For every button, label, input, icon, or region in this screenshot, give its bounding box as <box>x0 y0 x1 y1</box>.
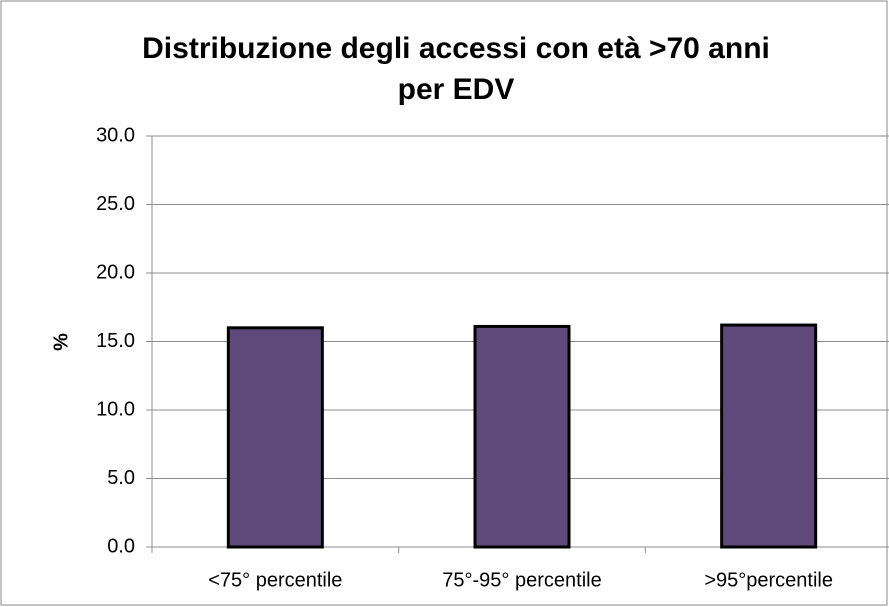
x-tick-label: >95°percentile <box>704 569 833 591</box>
chart-title: per EDV <box>398 73 515 106</box>
y-tick-label: 30.0 <box>96 124 135 146</box>
x-tick-label: 75°-95° percentile <box>442 569 601 591</box>
y-tick-label: 15.0 <box>96 330 135 352</box>
bar <box>720 323 818 549</box>
y-tick-label: 20.0 <box>96 261 135 283</box>
bar <box>226 326 324 549</box>
bar <box>473 324 571 549</box>
chart-title: Distribuzione degli accessi con età >70 … <box>142 32 770 65</box>
y-tick-label: 5.0 <box>107 467 135 489</box>
x-tick-label: <75° percentile <box>208 569 342 591</box>
y-tick-label: 25.0 <box>96 193 135 215</box>
y-tick-label: 0.0 <box>107 535 135 557</box>
y-axis-label: % <box>50 333 72 351</box>
y-tick-label: 10.0 <box>96 398 135 420</box>
